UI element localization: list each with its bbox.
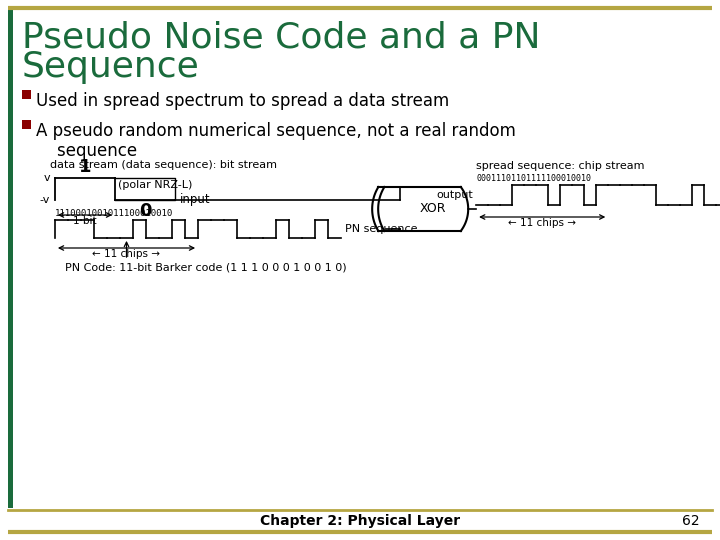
Text: 1: 1	[78, 158, 91, 176]
Text: input: input	[180, 193, 211, 206]
Text: Chapter 2: Physical Layer: Chapter 2: Physical Layer	[260, 514, 460, 528]
Text: ← 11 chips →: ← 11 chips →	[92, 249, 161, 259]
Text: XOR: XOR	[420, 202, 446, 215]
Text: PN Code: 11-bit Barker code (1 1 1 0 0 0 1 0 0 1 0): PN Code: 11-bit Barker code (1 1 1 0 0 0…	[65, 262, 346, 272]
Text: (polar NRZ-L): (polar NRZ-L)	[118, 180, 192, 190]
Text: Used in spread spectrum to spread a data stream: Used in spread spectrum to spread a data…	[36, 92, 449, 110]
Text: 1110001001011100010010: 1110001001011100010010	[55, 209, 174, 218]
Bar	[22, 90, 31, 99]
Text: 0: 0	[139, 202, 151, 220]
Text: output: output	[436, 190, 473, 200]
Text: sequence: sequence	[36, 142, 137, 160]
Text: 1 bit: 1 bit	[73, 216, 96, 226]
Text: data stream (data sequence): bit stream: data stream (data sequence): bit stream	[50, 160, 277, 170]
Text: Sequence: Sequence	[22, 50, 199, 84]
Text: 00011101101111100010010: 00011101101111100010010	[476, 174, 591, 183]
Text: spread sequence: chip stream: spread sequence: chip stream	[476, 161, 644, 171]
Text: 62: 62	[683, 514, 700, 528]
Text: -v: -v	[40, 195, 50, 205]
Text: Pseudo Noise Code and a PN: Pseudo Noise Code and a PN	[22, 20, 541, 54]
Bar	[22, 120, 31, 129]
Bar	[8, 10, 13, 508]
Text: ← 11 chips →: ← 11 chips →	[508, 218, 576, 228]
Text: v: v	[43, 173, 50, 183]
Text: A pseudo random numerical sequence, not a real random: A pseudo random numerical sequence, not …	[36, 122, 516, 140]
Text: PN sequence: PN sequence	[345, 224, 418, 234]
